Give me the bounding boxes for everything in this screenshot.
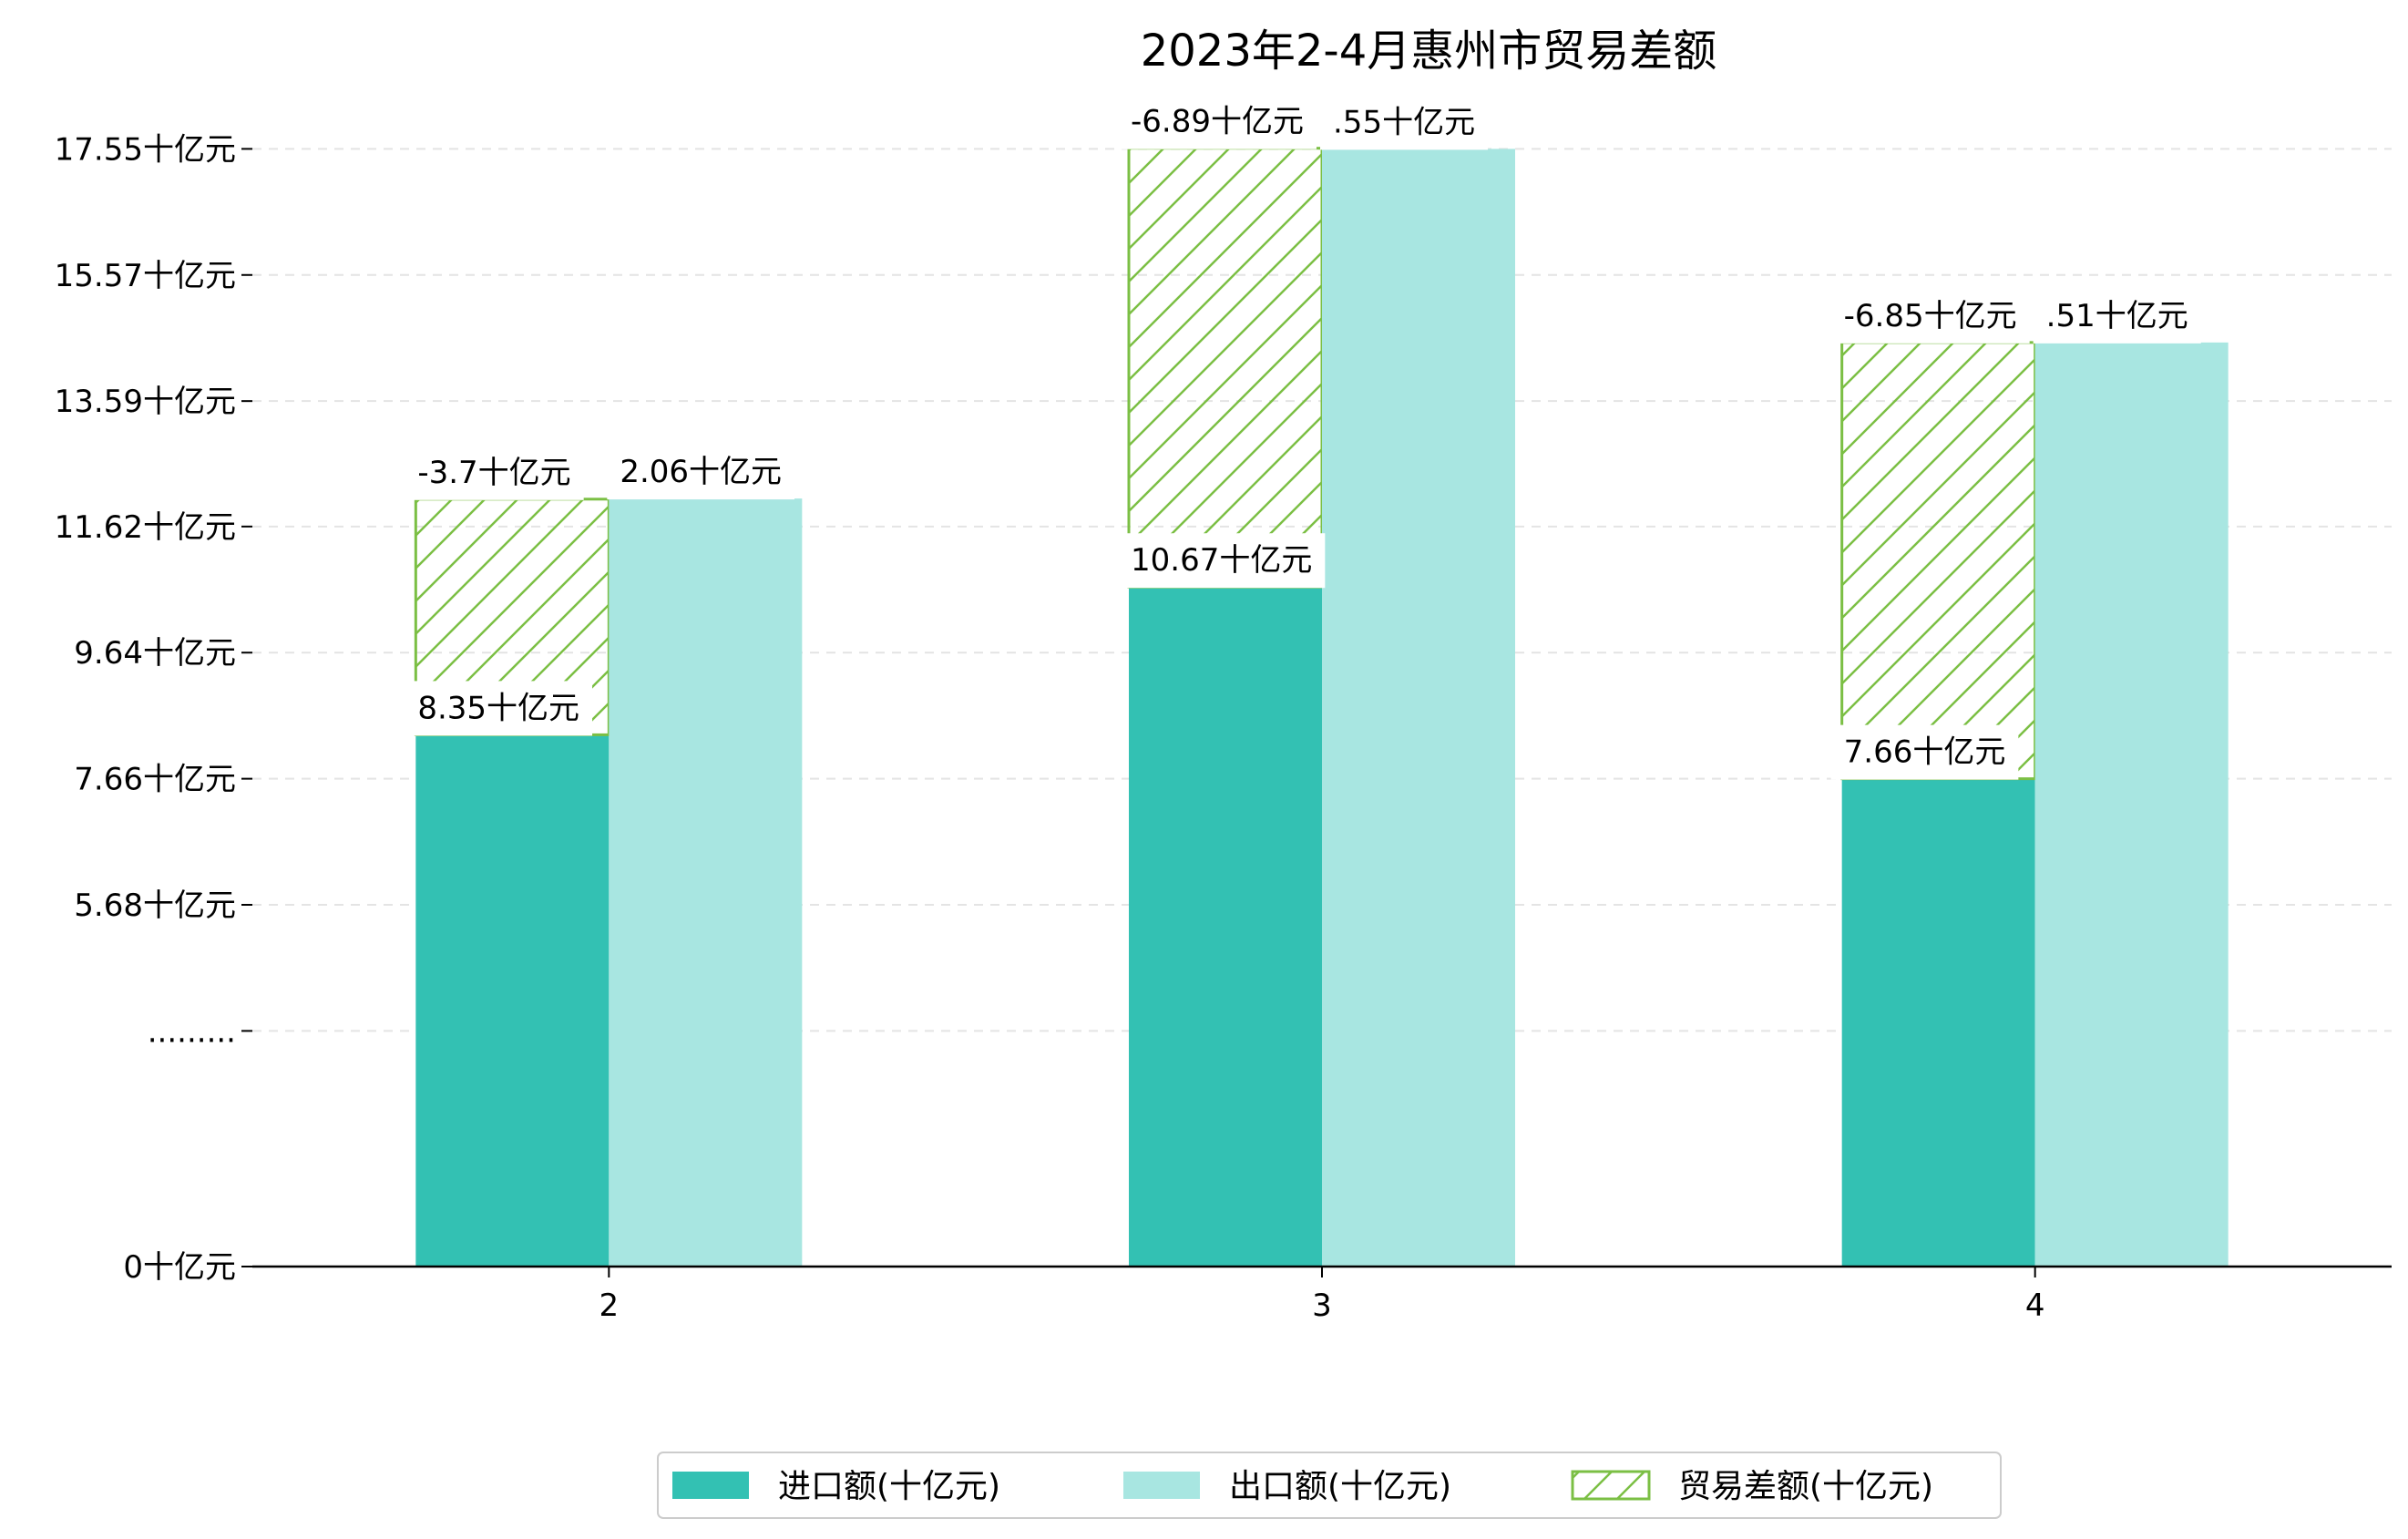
data-label-bg bbox=[2033, 288, 2201, 344]
data-label: -3.7十亿元 bbox=[417, 455, 570, 491]
legend-box bbox=[657, 1452, 2002, 1519]
y-tick-label: 9.64十亿元 bbox=[74, 635, 236, 672]
data-label-bg bbox=[405, 681, 593, 736]
data-label-bg bbox=[1118, 533, 1326, 589]
import-label: 10.67十亿元 bbox=[1118, 533, 1326, 589]
data-label-bg bbox=[1830, 288, 2030, 344]
balance-label: -3.7十亿元 bbox=[405, 445, 584, 500]
x-tick-label: 3 bbox=[1312, 1288, 1332, 1324]
export-label: .55十亿元 bbox=[1320, 95, 1489, 150]
data-label-bg bbox=[1320, 95, 1489, 150]
data-label: .55十亿元 bbox=[1333, 104, 1475, 140]
data-label-bg bbox=[1118, 94, 1317, 149]
x-axis: 2 3 4 bbox=[252, 1265, 2392, 1324]
import-bar bbox=[1841, 778, 2035, 1267]
export-bar bbox=[1322, 149, 1515, 1267]
data-label: 7.66十亿元 bbox=[1844, 734, 2006, 771]
legend-label: 贸易差额(十亿元) bbox=[1678, 1468, 1933, 1505]
import-bar bbox=[1129, 587, 1322, 1267]
trade-balance-bar bbox=[1840, 341, 2037, 781]
export-label: .51十亿元 bbox=[2033, 288, 2201, 344]
legend-label: 出口额(十亿元) bbox=[1229, 1468, 1451, 1505]
y-tick-label: 17.55十亿元 bbox=[55, 131, 236, 168]
trade-balance-bar bbox=[1127, 147, 1324, 589]
data-label-bg bbox=[1830, 724, 2019, 780]
y-tick-label: 11.62十亿元 bbox=[55, 509, 236, 546]
data-labels: 2.06十亿元 8.35十亿元 -3.7十亿元 .55十亿元 10.67十亿元 -6.89… bbox=[405, 94, 2201, 780]
legend-swatch bbox=[672, 1472, 749, 1499]
data-label: 8.35十亿元 bbox=[417, 690, 579, 726]
y-tick-label: 7.66十亿元 bbox=[74, 762, 236, 798]
data-label: .51十亿元 bbox=[2046, 298, 2188, 334]
y-tick-label: 13.59十亿元 bbox=[55, 384, 236, 420]
import-label: 8.35十亿元 bbox=[405, 681, 593, 736]
export-bar bbox=[609, 498, 803, 1267]
import-bar bbox=[415, 734, 610, 1267]
legend: 进口额(十亿元) 出口额(十亿元) 贸易差额(十亿元) bbox=[657, 1452, 2002, 1519]
data-label: -6.85十亿元 bbox=[1844, 298, 2017, 334]
chart-title: 2023年2-4月惠州市贸易差额 bbox=[1141, 26, 1717, 77]
legend-swatch bbox=[1571, 1470, 1651, 1501]
data-label: 10.67十亿元 bbox=[1131, 542, 1312, 579]
data-label: 2.06十亿元 bbox=[620, 454, 782, 490]
x-tick-label: 4 bbox=[2025, 1288, 2045, 1324]
bars bbox=[414, 147, 2229, 1267]
balance-label: -6.89十亿元 bbox=[1118, 94, 1317, 149]
y-tick-label: 5.68十亿元 bbox=[74, 887, 236, 924]
y-tick-label: 0十亿元 bbox=[123, 1249, 236, 1286]
x-tick-label: 2 bbox=[599, 1288, 620, 1324]
import-label: 7.66十亿元 bbox=[1830, 724, 2019, 780]
y-tick-label: 15.57十亿元 bbox=[55, 258, 236, 294]
balance-label: -6.85十亿元 bbox=[1830, 288, 2030, 344]
data-label-bg bbox=[607, 445, 795, 500]
legend-item: 贸易差额(十亿元) bbox=[1571, 1468, 1933, 1505]
legend-label: 进口额(十亿元) bbox=[778, 1468, 1000, 1505]
legend-swatch bbox=[1123, 1472, 1200, 1499]
data-label-bg bbox=[405, 445, 584, 500]
legend-item: 出口额(十亿元) bbox=[1123, 1468, 1451, 1505]
y-axis: 0十亿元......... 5.68十亿元 7.66十亿元 9.64十亿元 11.62十… bbox=[55, 131, 252, 1286]
y-tick-label: ......... bbox=[148, 1013, 236, 1050]
data-label: -6.89十亿元 bbox=[1131, 104, 1304, 140]
export-label: 2.06十亿元 bbox=[607, 445, 795, 500]
legend-item: 进口额(十亿元) bbox=[672, 1468, 1000, 1505]
export-bar bbox=[2034, 342, 2229, 1267]
